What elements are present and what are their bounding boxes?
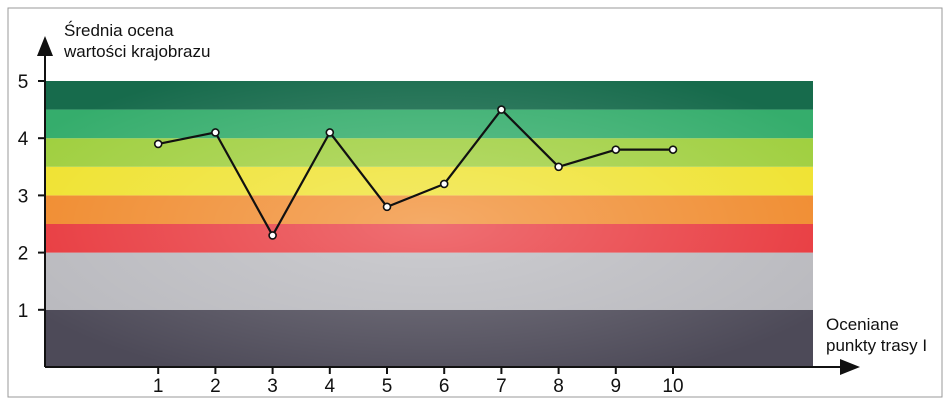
x-tick-label: 3 xyxy=(267,376,278,397)
x-axis-title-line-1: Oceniane xyxy=(826,315,899,334)
y-tick-label: 1 xyxy=(18,301,29,322)
y-axis-ticks: 1 2 3 4 5 xyxy=(18,72,45,322)
x-tick-label: 10 xyxy=(662,376,683,397)
data-point xyxy=(611,145,621,154)
y-tick-label: 3 xyxy=(18,186,29,207)
x-tick-label: 1 xyxy=(153,376,164,397)
y-tick-label: 5 xyxy=(18,72,29,93)
x-tick-label: 9 xyxy=(611,376,622,397)
x-tick-label: 6 xyxy=(439,376,450,397)
data-point xyxy=(668,145,678,154)
x-axis-title: Oceniane punkty trasy I xyxy=(826,315,927,355)
x-axis-title-line-2: punkty trasy I xyxy=(826,336,927,355)
x-tick-label: 2 xyxy=(210,376,221,397)
y-axis-title: Średnia ocena wartości krajobrazu xyxy=(63,21,210,61)
x-axis-ticks: 1 2 3 4 5 6 7 8 9 10 xyxy=(153,367,684,397)
y-axis-title-line-2: wartości krajobrazu xyxy=(63,42,210,61)
y-tick-label: 4 xyxy=(18,129,29,150)
data-point xyxy=(382,202,392,212)
x-tick-label: 7 xyxy=(496,376,507,397)
data-point xyxy=(211,128,220,137)
axes xyxy=(37,36,860,375)
data-point xyxy=(554,162,563,172)
band-highlight xyxy=(45,81,813,367)
y-axis-title-line-1: Średnia ocena xyxy=(64,21,174,40)
data-point xyxy=(497,105,506,114)
data-point xyxy=(325,128,335,137)
x-tick-label: 5 xyxy=(382,376,393,397)
series-group xyxy=(153,105,678,240)
x-tick-label: 8 xyxy=(553,376,564,397)
series-line xyxy=(157,108,673,237)
data-point xyxy=(439,179,449,189)
y-tick-label: 2 xyxy=(18,244,29,265)
data-point xyxy=(153,139,163,149)
data-point xyxy=(268,231,277,240)
outer-frame xyxy=(7,7,943,398)
x-tick-label: 4 xyxy=(325,376,336,397)
